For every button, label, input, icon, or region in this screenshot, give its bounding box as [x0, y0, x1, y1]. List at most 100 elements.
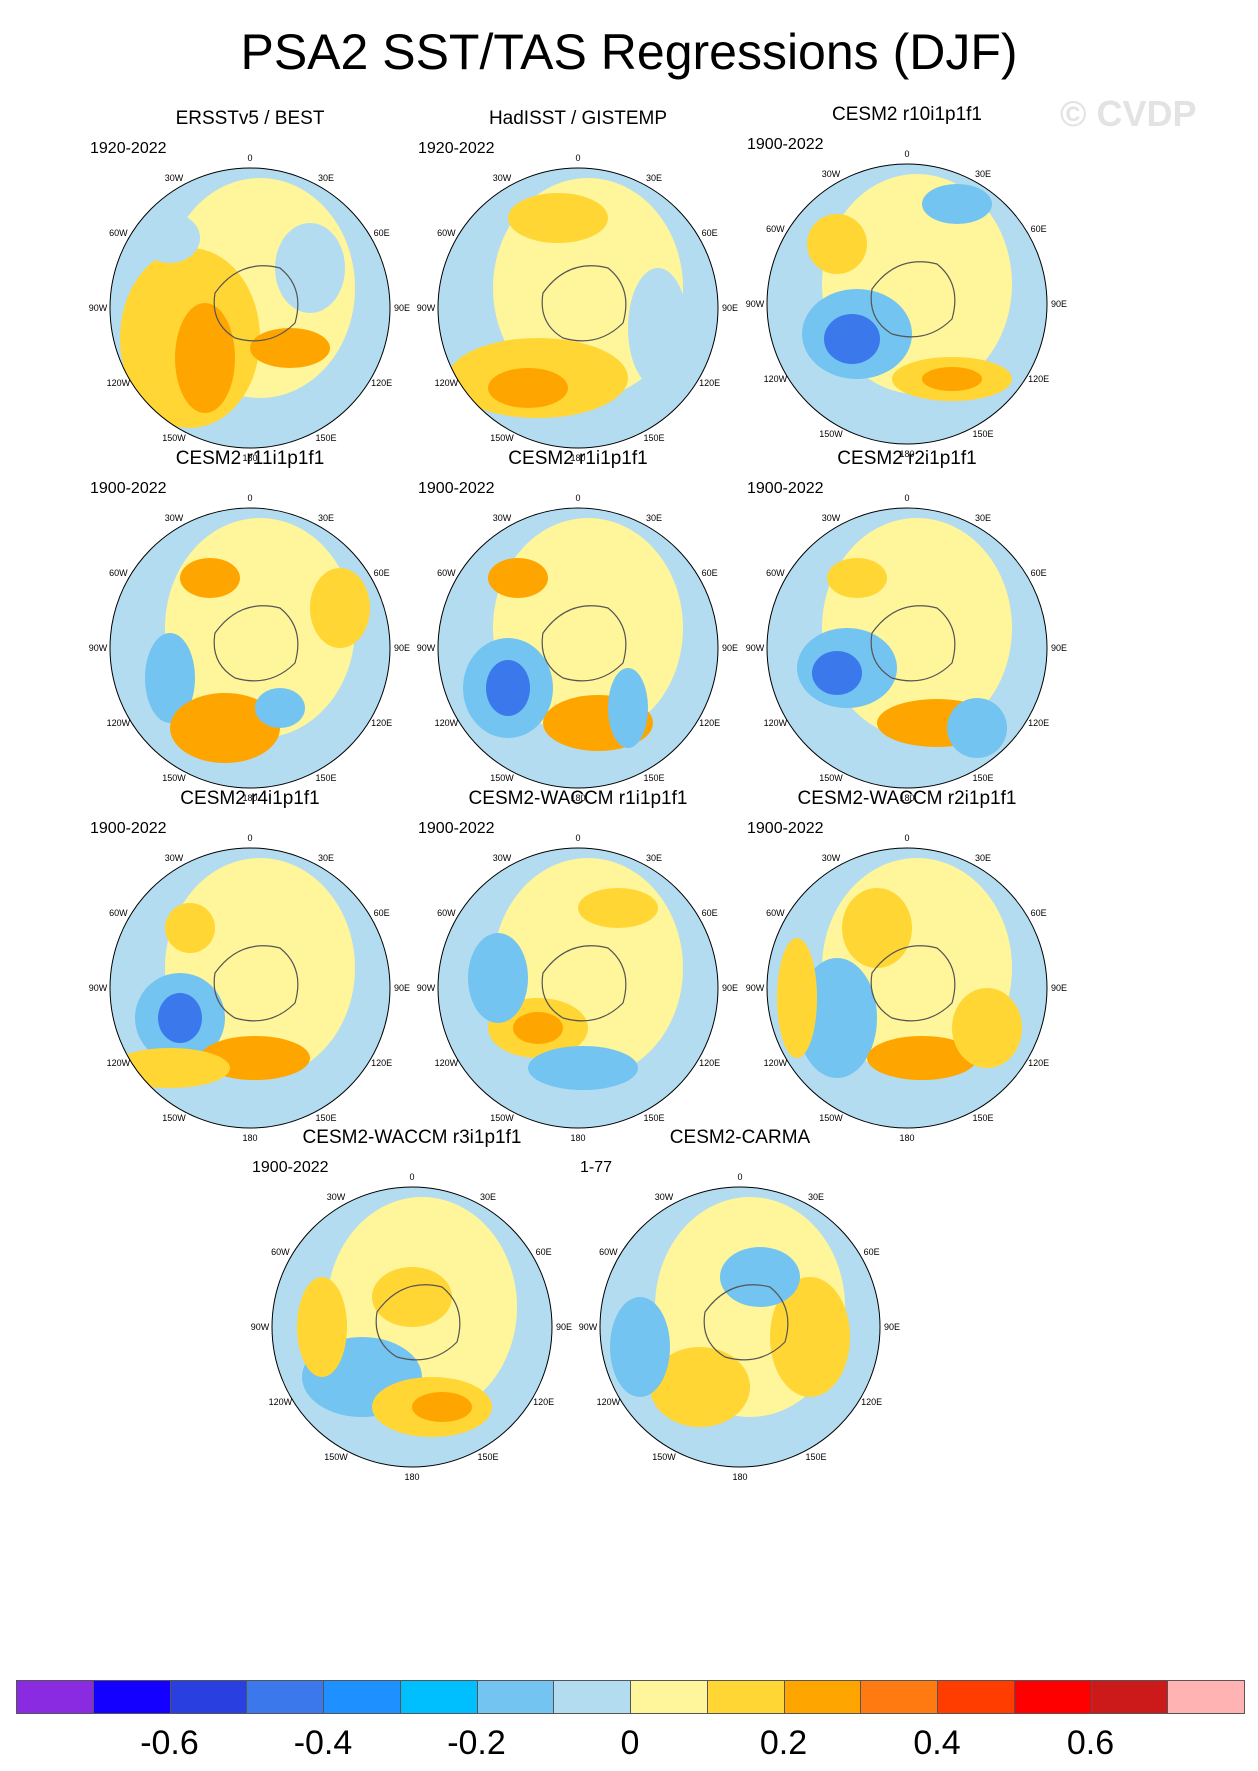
antarctica-coastline [703, 1284, 789, 1361]
longitude-label: 150E [643, 433, 664, 443]
longitude-label: 150E [805, 1452, 826, 1462]
polar-map: 0 30E 60E 90E 120E 150E 180 150W 120W 90W 60W 30W [89, 153, 410, 463]
antarctica-coastline [213, 945, 299, 1022]
map-border [766, 507, 1048, 789]
colorbar [16, 1680, 1245, 1716]
map-panel: 0 30E 60E 90E 120E 150E 180 150W 120W 90W 60W 30W ER… [70, 108, 430, 488]
longitude-label: 0 [247, 833, 252, 843]
longitude-label: 60W [109, 908, 128, 918]
longitude-label: 150E [972, 1113, 993, 1123]
colorbar-swatch [92, 1680, 171, 1714]
longitude-label: 150W [490, 433, 514, 443]
longitude-label: 120E [371, 718, 392, 728]
longitude-label: 30E [975, 169, 991, 179]
longitude-label: 120E [699, 378, 720, 388]
longitude-label: 150W [324, 1452, 348, 1462]
longitude-label: 30W [655, 1192, 674, 1202]
longitude-label: 90W [417, 983, 436, 993]
anomaly-region [610, 1297, 670, 1397]
anomaly-region [770, 1277, 850, 1397]
longitude-label: 0 [575, 153, 580, 163]
anomaly-region [158, 993, 202, 1043]
anomaly-region [297, 1277, 347, 1377]
panel-period: 1920-2022 [90, 140, 167, 157]
anomaly-region [807, 214, 867, 274]
longitude-label: 90E [722, 303, 738, 313]
longitude-label: 0 [904, 833, 909, 843]
longitude-label: 120E [371, 378, 392, 388]
longitude-label: 60E [374, 568, 390, 578]
longitude-label: 150W [652, 1452, 676, 1462]
longitude-label: 60E [864, 1247, 880, 1257]
colorbar-tick-label: -0.4 [293, 1724, 353, 1762]
longitude-label: 30W [165, 513, 184, 523]
anomaly-region [110, 1048, 230, 1088]
longitude-label: 30W [165, 853, 184, 863]
anomaly-region [922, 184, 992, 224]
map-panel: 0 30E 60E 90E 120E 150E 180 150W 120W 90W 60W 30W CE… [560, 1127, 920, 1507]
longitude-label: 180 [242, 793, 257, 803]
anomaly-region [608, 668, 648, 748]
panel-period: 1900-2022 [90, 480, 167, 497]
longitude-label: 60E [702, 568, 718, 578]
colorbar-swatch [630, 1680, 708, 1714]
antarctica-coastline [541, 265, 627, 342]
longitude-label: 30E [318, 853, 334, 863]
longitude-label: 60W [437, 908, 456, 918]
colorbar-swatch [399, 1680, 478, 1714]
longitude-label: 180 [570, 793, 585, 803]
panel-period: 1900-2022 [747, 820, 824, 837]
longitude-label: 120W [764, 1058, 788, 1068]
longitude-label: 30E [975, 513, 991, 523]
longitude-label: 90E [1051, 643, 1067, 653]
panel-title: CESM2-WACCM r2i1p1f1 [797, 788, 1017, 809]
longitude-label: 120E [1028, 718, 1049, 728]
longitude-label: 120W [107, 378, 131, 388]
panel-period: 1900-2022 [747, 136, 824, 153]
panel-title: CESM2 r2i1p1f1 [837, 448, 977, 469]
map-border [109, 507, 391, 789]
antarctica-coastline [541, 605, 627, 682]
polar-map: 0 30E 60E 90E 120E 150E 180 150W 120W 90W 60W 30W [579, 1172, 900, 1482]
longitude-label: 60W [437, 228, 456, 238]
longitude-label: 120W [435, 378, 459, 388]
longitude-label: 60W [766, 908, 785, 918]
longitude-label: 150E [315, 773, 336, 783]
longitude-label: 150E [972, 429, 993, 439]
panel-title: HadISST / GISTEMP [488, 108, 668, 129]
longitude-label: 120E [699, 718, 720, 728]
map-panel: 0 30E 60E 90E 120E 150E 180 150W 120W 90W 60W 30W CE… [70, 448, 430, 828]
colorbar-swatch [476, 1680, 555, 1714]
map-border [437, 847, 719, 1129]
longitude-label: 120W [107, 1058, 131, 1068]
anomaly-region [797, 958, 877, 1078]
longitude-label: 30E [318, 173, 334, 183]
anomaly-region [412, 1392, 472, 1422]
panel-period: 1900-2022 [418, 480, 495, 497]
polar-map: 0 30E 60E 90E 120E 150E 180 150W 120W 90W 60W 30W [251, 1172, 572, 1482]
anomaly-region [528, 1046, 638, 1090]
longitude-label: 90E [556, 1322, 572, 1332]
longitude-label: 90W [89, 983, 108, 993]
longitude-label: 180 [404, 1472, 419, 1482]
longitude-label: 60E [1031, 908, 1047, 918]
longitude-label: 120W [107, 718, 131, 728]
anomaly-region [628, 268, 688, 388]
longitude-label: 0 [409, 1172, 414, 1182]
longitude-label: 90W [89, 643, 108, 653]
cvdp-watermark: © CVDP [1060, 93, 1197, 134]
colorbar-tick-label: -0.2 [447, 1724, 506, 1762]
anomaly-region [255, 688, 305, 728]
panel-period: 1920-2022 [418, 140, 495, 157]
polar-map: 0 30E 60E 90E 120E 150E 180 150W 120W 90W 60W 30W [89, 493, 410, 803]
map-border [599, 1186, 881, 1468]
longitude-label: 60W [271, 1247, 290, 1257]
longitude-label: 30W [822, 169, 841, 179]
colorbar-tick-label: 0.6 [1066, 1724, 1115, 1762]
longitude-label: 150E [972, 773, 993, 783]
longitude-label: 150W [819, 429, 843, 439]
longitude-label: 30E [808, 1192, 824, 1202]
longitude-label: 90E [394, 983, 410, 993]
panel-title: CESM2 r10i1p1f1 [832, 104, 982, 125]
colorbar-swatch [1090, 1680, 1169, 1714]
